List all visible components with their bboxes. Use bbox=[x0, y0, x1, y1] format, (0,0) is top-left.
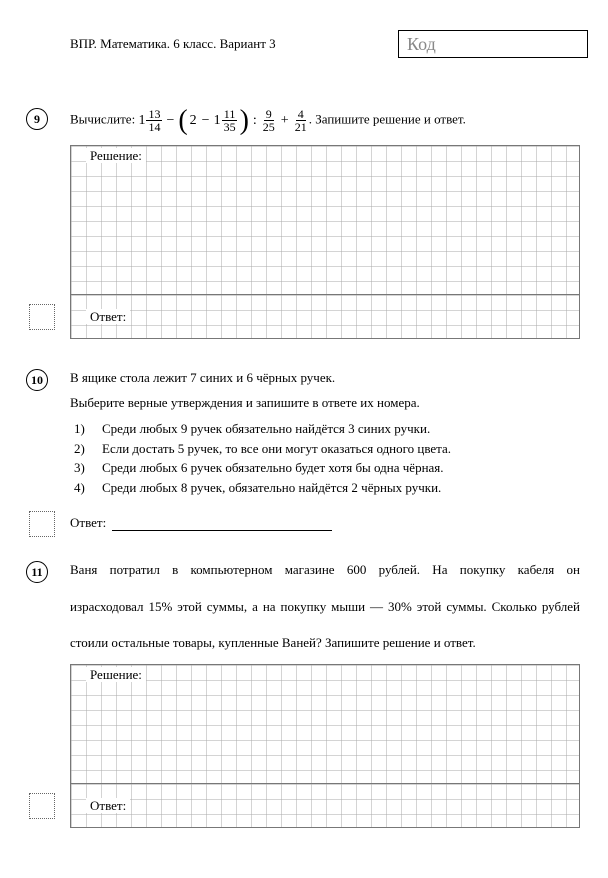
solution-grid-wrapper: Решение: bbox=[70, 145, 588, 295]
task-intro: В ящике стола лежит 7 синих и 6 чёрных р… bbox=[70, 369, 588, 387]
answer-line-row: Ответ: bbox=[70, 515, 588, 531]
task-number-column: 9 bbox=[20, 108, 70, 130]
whole-2: 2 bbox=[190, 111, 197, 131]
paren-close: ) bbox=[240, 111, 249, 131]
op-minus-2: − bbox=[202, 111, 210, 131]
math-formula: 11314 − ( 2 − 11135 ) : 925 + 421 bbox=[138, 108, 308, 133]
option-text: Среди любых 6 ручек обязательно будет хо… bbox=[102, 458, 444, 478]
option-2: 2) Если достать 5 ручек, то все они могут… bbox=[70, 439, 588, 459]
den-1: 14 bbox=[146, 121, 162, 133]
task-11: 11 Ваня потратил в компьютерном магазине… bbox=[20, 561, 588, 828]
option-3: 3) Среди любых 6 ручек обязательно будет … bbox=[70, 458, 588, 478]
task-number-badge: 10 bbox=[26, 369, 48, 391]
task-body: Ваня потратил в компьютерном магазине 60… bbox=[70, 561, 588, 828]
task-9: 9 Вычислите: 11314 − ( 2 − 11135 ) : 925… bbox=[20, 108, 588, 339]
solution-grid[interactable]: Решение: bbox=[70, 664, 580, 784]
prompt-line-3: стоили остальные товары, купленные Ваней… bbox=[70, 634, 580, 652]
option-text: Среди любых 8 ручек, обязательно найдётс… bbox=[102, 478, 441, 498]
task-number-column: 11 bbox=[20, 561, 70, 583]
prompt-line-1: Ваня потратил в компьютерном магазине 60… bbox=[70, 561, 580, 597]
prompt-line-2: израсходовал 15% этой суммы, а на покупк… bbox=[70, 598, 580, 634]
score-box[interactable] bbox=[29, 304, 55, 330]
answer-grid-wrapper: Ответ: bbox=[70, 294, 588, 339]
answer-underline[interactable] bbox=[112, 517, 332, 531]
solution-label: Решение: bbox=[86, 148, 146, 163]
option-text: Если достать 5 ручек, то все они могут о… bbox=[102, 439, 451, 459]
option-num: 1) bbox=[74, 419, 92, 439]
den-3: 25 bbox=[261, 121, 277, 133]
score-box[interactable] bbox=[29, 511, 55, 537]
answer-grid-wrapper: Ответ: bbox=[70, 783, 588, 828]
option-1: 1) Среди любых 9 ручек обязательно найдёт… bbox=[70, 419, 588, 439]
prompt-prefix: Вычислите: bbox=[70, 111, 138, 126]
task-number-badge: 11 bbox=[26, 561, 48, 583]
den-4: 21 bbox=[293, 121, 309, 133]
options-list: 1) Среди любых 9 ручек обязательно найдёт… bbox=[70, 419, 588, 497]
task-prompt: Ваня потратил в компьютерном магазине 60… bbox=[70, 561, 580, 652]
option-num: 2) bbox=[74, 439, 92, 459]
prompt-suffix: . Запишите решение и ответ. bbox=[309, 111, 466, 126]
option-text: Среди любых 9 ручек обязательно найдётся… bbox=[102, 419, 430, 439]
score-box[interactable] bbox=[29, 793, 55, 819]
whole-3: 1 bbox=[214, 111, 221, 131]
option-4: 4) Среди любых 8 ручек, обязательно найдё… bbox=[70, 478, 588, 498]
option-num: 4) bbox=[74, 478, 92, 498]
task-instruction: Выберите верные утверждения и запишите в… bbox=[70, 395, 588, 411]
paren-open: ( bbox=[178, 111, 187, 131]
task-number-badge: 9 bbox=[26, 108, 48, 130]
task-body: Вычислите: 11314 − ( 2 − 11135 ) : 925 +… bbox=[70, 108, 588, 339]
solution-grid-wrapper: Решение: bbox=[70, 664, 588, 784]
task-prompt: Вычислите: 11314 − ( 2 − 11135 ) : 925 +… bbox=[70, 108, 588, 133]
task-10: 10 В ящике стола лежит 7 синих и 6 чёрны… bbox=[20, 369, 588, 531]
answer-grid[interactable]: Ответ: bbox=[70, 294, 580, 339]
answer-label: Ответ: bbox=[70, 515, 106, 531]
solution-label: Решение: bbox=[86, 667, 146, 682]
task-number-column: 10 bbox=[20, 369, 70, 391]
code-input-box[interactable]: Код bbox=[398, 30, 588, 58]
option-num: 3) bbox=[74, 458, 92, 478]
subject-line: ВПР. Математика. 6 класс. Вариант 3 bbox=[70, 36, 276, 52]
answer-grid[interactable]: Ответ: bbox=[70, 783, 580, 828]
op-plus: + bbox=[281, 111, 289, 131]
whole-1: 1 bbox=[138, 111, 145, 131]
task-body: В ящике стола лежит 7 синих и 6 чёрных р… bbox=[70, 369, 588, 531]
den-2: 35 bbox=[222, 121, 238, 133]
answer-label: Ответ: bbox=[86, 309, 130, 324]
solution-grid[interactable]: Решение: bbox=[70, 145, 580, 295]
op-colon: : bbox=[253, 111, 257, 131]
answer-label: Ответ: bbox=[86, 798, 130, 813]
page-header: ВПР. Математика. 6 класс. Вариант 3 Код bbox=[20, 30, 588, 58]
op-minus: − bbox=[166, 111, 174, 131]
